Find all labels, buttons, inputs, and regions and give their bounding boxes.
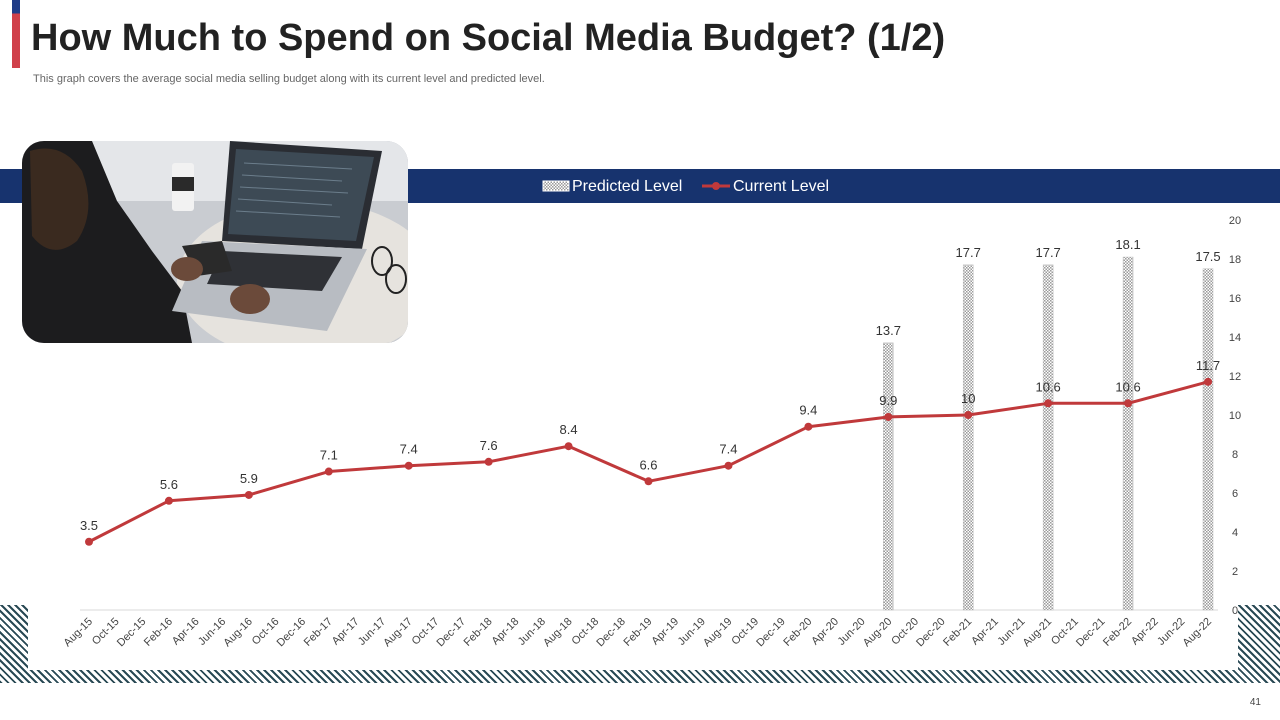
current-level-point: [1204, 377, 1212, 386]
predicted-level-bar: [1202, 268, 1214, 611]
x-tick-label: Feb-17: [302, 616, 335, 649]
current-level-point: [324, 467, 333, 476]
current-level-point: [85, 537, 93, 546]
y-tick-label: 20: [1229, 215, 1241, 227]
current-level-data-label: 5.6: [160, 477, 178, 492]
x-tick-label: Dec-15: [115, 616, 149, 650]
current-level-point: [484, 457, 493, 466]
current-level-data-label: 5.9: [240, 471, 258, 486]
current-level-data-label: 7.4: [400, 442, 418, 457]
x-tick-label: Aug-16: [221, 616, 255, 650]
x-tick-label: Dec-16: [275, 616, 309, 650]
x-tick-label: Feb-20: [781, 616, 814, 649]
current-level-data-label: 7.6: [480, 438, 498, 453]
current-level-point: [1044, 399, 1053, 408]
x-tick-label: Aug-15: [62, 616, 96, 650]
current-level-data-label: 7.1: [320, 448, 338, 463]
x-tick-label: Dec-20: [914, 616, 948, 650]
current-level-data-label: 7.4: [719, 442, 737, 457]
x-tick-label: Apr-19: [649, 616, 681, 648]
x-tick-label: Feb-16: [142, 616, 175, 649]
current-level-point: [404, 461, 413, 470]
predicted-level-bar: [962, 264, 974, 611]
x-tick-label: Feb-19: [621, 616, 654, 649]
legend-predicted-swatch: [542, 180, 570, 192]
current-level-point: [644, 477, 653, 486]
y-tick-label: 10: [1229, 410, 1241, 422]
current-level-point: [1124, 399, 1133, 408]
current-level-point: [964, 411, 973, 419]
x-tick-label: Feb-21: [941, 616, 974, 649]
y-tick-label: 18: [1229, 254, 1241, 266]
x-tick-label: Aug-17: [381, 616, 415, 650]
y-tick-label: 8: [1232, 449, 1238, 461]
current-level-data-label: 9.4: [799, 403, 817, 418]
current-level-data-label: 10.6: [1115, 379, 1140, 394]
page-subtitle: This graph covers the average social med…: [33, 73, 545, 85]
current-level-point: [884, 412, 893, 421]
x-tick-label: Apr-17: [330, 616, 362, 648]
x-tick-label: Dec-21: [1074, 616, 1108, 650]
predicted-level-bar: [1122, 256, 1134, 611]
predicted-level-bar: [883, 342, 894, 611]
x-tick-label: Apr-18: [490, 616, 522, 648]
x-tick-label: Dec-17: [435, 616, 469, 650]
page-title: How Much to Spend on Social Media Budget…: [31, 17, 946, 59]
current-level-point: [724, 461, 733, 470]
current-level-data-label: 6.6: [639, 457, 657, 472]
y-tick-label: 4: [1232, 527, 1238, 539]
current-level-data-label: 11.7: [1196, 358, 1220, 373]
x-tick-label: Aug-19: [701, 616, 735, 650]
y-tick-label: 2: [1232, 566, 1238, 578]
current-level-point: [804, 422, 813, 431]
x-tick-label: Aug-18: [541, 616, 575, 650]
predicted-level-data-label: 18.1: [1115, 237, 1140, 252]
x-tick-label: Apr-22: [1129, 616, 1161, 648]
x-tick-label: Apr-16: [170, 616, 202, 648]
current-level-point: [244, 490, 253, 499]
predicted-level-data-label: 17.7: [1035, 245, 1060, 260]
legend-current-label: Current Level: [733, 178, 829, 195]
current-level-data-label: 10.6: [1035, 379, 1060, 394]
y-tick-label: 6: [1232, 488, 1238, 500]
current-level-data-label: 3.5: [80, 518, 98, 533]
current-level-data-label: 10: [961, 391, 975, 406]
person-with-laptop-photo: [22, 141, 408, 343]
page-number: 41: [1249, 697, 1261, 708]
current-level-data-label: 8.4: [560, 422, 578, 437]
y-tick-label: 14: [1229, 332, 1241, 344]
predicted-level-bar: [1042, 264, 1054, 611]
y-tick-label: 0: [1232, 605, 1238, 617]
y-tick-label: 16: [1229, 293, 1241, 305]
x-tick-label: Apr-20: [809, 616, 841, 648]
x-tick-label: Aug-22: [1181, 616, 1215, 650]
x-tick-label: Feb-22: [1101, 616, 1134, 649]
predicted-level-data-label: 17.5: [1195, 249, 1220, 264]
legend-predicted-label: Predicted Level: [572, 178, 682, 195]
x-tick-label: Dec-18: [594, 616, 628, 650]
x-tick-label: Feb-18: [462, 616, 495, 649]
current-level-data-label: 9.9: [879, 393, 897, 408]
y-tick-label: 12: [1229, 371, 1241, 383]
current-level-point: [564, 442, 573, 451]
predicted-level-data-label: 13.7: [876, 323, 901, 338]
x-tick-label: Aug-21: [1021, 616, 1055, 650]
predicted-level-data-label: 17.7: [956, 245, 981, 260]
legend-current-marker: [712, 182, 720, 190]
x-tick-label: Dec-19: [754, 616, 788, 650]
x-tick-label: Aug-20: [861, 616, 895, 650]
current-level-point: [164, 496, 173, 505]
title-accent-bar: [12, 0, 20, 68]
x-tick-label: Apr-21: [969, 616, 1001, 648]
